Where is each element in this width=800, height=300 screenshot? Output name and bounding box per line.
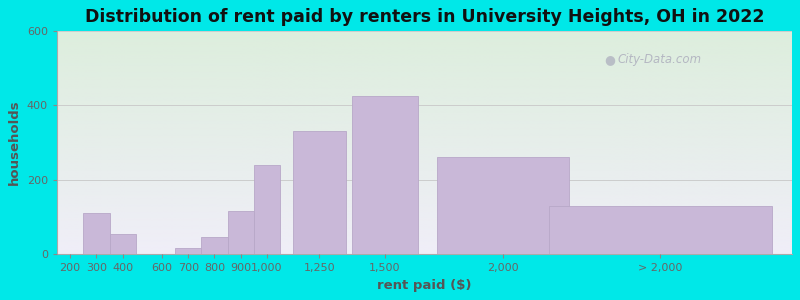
- Bar: [254, 165, 280, 254]
- Y-axis label: households: households: [8, 100, 22, 185]
- Bar: [438, 157, 569, 254]
- Bar: [83, 213, 110, 254]
- Text: ●: ●: [604, 53, 615, 66]
- Bar: [110, 234, 136, 254]
- Bar: [293, 131, 346, 254]
- Bar: [549, 206, 772, 254]
- Text: City-Data.com: City-Data.com: [618, 53, 702, 66]
- X-axis label: rent paid ($): rent paid ($): [377, 279, 472, 292]
- Bar: [202, 237, 227, 254]
- Bar: [175, 248, 202, 254]
- Bar: [352, 96, 418, 254]
- Bar: [227, 211, 254, 254]
- Title: Distribution of rent paid by renters in University Heights, OH in 2022: Distribution of rent paid by renters in …: [85, 8, 764, 26]
